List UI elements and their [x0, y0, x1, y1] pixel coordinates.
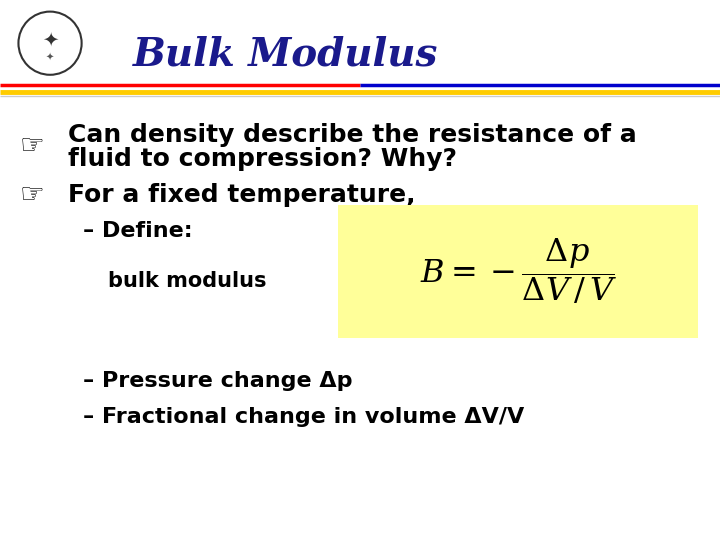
- Text: ✦: ✦: [46, 52, 54, 62]
- Text: ☞: ☞: [20, 132, 45, 160]
- Text: – Define:: – Define:: [83, 221, 192, 241]
- Text: – Fractional change in volume ΔV/V: – Fractional change in volume ΔV/V: [83, 407, 524, 427]
- Text: For a fixed temperature,: For a fixed temperature,: [68, 184, 416, 207]
- FancyBboxPatch shape: [338, 205, 698, 338]
- Text: Can density describe the resistance of a: Can density describe the resistance of a: [68, 123, 637, 147]
- Text: $B = -\dfrac{\Delta p}{\Delta V\,/\,V}$: $B = -\dfrac{\Delta p}{\Delta V\,/\,V}$: [420, 237, 617, 306]
- Text: – Pressure change Δp: – Pressure change Δp: [83, 370, 352, 391]
- Text: fluid to compression? Why?: fluid to compression? Why?: [68, 147, 457, 171]
- Text: ✦: ✦: [42, 30, 58, 49]
- Text: bulk modulus: bulk modulus: [108, 271, 266, 291]
- Text: ☞: ☞: [20, 181, 45, 210]
- Text: Bulk Modulus: Bulk Modulus: [133, 35, 438, 73]
